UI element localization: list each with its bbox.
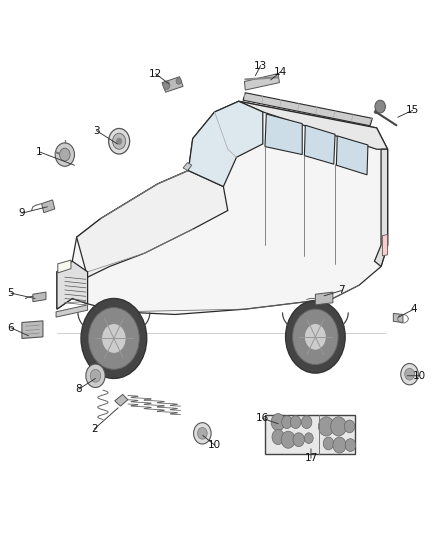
Circle shape (293, 433, 304, 447)
Circle shape (344, 420, 355, 433)
Circle shape (194, 423, 211, 444)
Circle shape (60, 148, 70, 161)
Polygon shape (336, 136, 368, 175)
Circle shape (86, 364, 105, 387)
Circle shape (88, 308, 139, 369)
Circle shape (401, 364, 418, 385)
Circle shape (198, 427, 207, 439)
Circle shape (163, 81, 170, 90)
Text: 10: 10 (208, 440, 221, 450)
Text: 12: 12 (149, 69, 162, 78)
Polygon shape (265, 415, 355, 454)
Text: 9: 9 (18, 208, 25, 218)
Polygon shape (265, 114, 302, 155)
Polygon shape (56, 305, 88, 317)
Text: 8: 8 (75, 384, 82, 394)
Polygon shape (239, 101, 388, 149)
Circle shape (117, 138, 122, 144)
Circle shape (90, 369, 101, 382)
Circle shape (318, 417, 334, 436)
Text: 2: 2 (91, 424, 98, 434)
Polygon shape (393, 313, 403, 322)
Polygon shape (243, 93, 372, 126)
Text: 16: 16 (256, 414, 269, 423)
Circle shape (271, 414, 285, 431)
Polygon shape (57, 101, 388, 314)
Circle shape (405, 368, 414, 380)
Circle shape (272, 430, 284, 445)
Circle shape (323, 437, 334, 450)
Circle shape (113, 133, 126, 149)
Circle shape (81, 298, 147, 378)
Circle shape (304, 324, 326, 350)
Text: 15: 15 (406, 106, 419, 115)
Text: 5: 5 (7, 288, 14, 298)
Circle shape (331, 417, 346, 436)
Polygon shape (58, 260, 71, 273)
Text: 10: 10 (413, 371, 426, 381)
Polygon shape (188, 101, 263, 187)
Text: 13: 13 (254, 61, 267, 70)
Text: 3: 3 (93, 126, 100, 135)
Polygon shape (22, 321, 43, 338)
Polygon shape (244, 74, 279, 90)
Polygon shape (382, 235, 388, 256)
Circle shape (281, 431, 295, 448)
Circle shape (102, 324, 126, 353)
Circle shape (333, 437, 346, 453)
Polygon shape (183, 163, 192, 171)
Circle shape (286, 301, 345, 373)
Text: 1: 1 (36, 147, 43, 157)
Polygon shape (42, 200, 55, 213)
Text: 4: 4 (410, 304, 417, 314)
Text: 7: 7 (338, 286, 345, 295)
Polygon shape (374, 149, 388, 266)
Text: 6: 6 (7, 323, 14, 333)
Circle shape (375, 100, 385, 113)
Circle shape (176, 78, 181, 84)
Polygon shape (315, 292, 333, 305)
Circle shape (109, 128, 130, 154)
Circle shape (55, 143, 74, 166)
Circle shape (282, 416, 292, 429)
Text: 17: 17 (304, 454, 318, 463)
Polygon shape (57, 261, 88, 309)
Polygon shape (77, 171, 228, 277)
Circle shape (345, 439, 356, 451)
Circle shape (301, 416, 312, 429)
Polygon shape (162, 77, 183, 92)
Circle shape (293, 309, 338, 365)
Text: 14: 14 (274, 67, 287, 77)
Polygon shape (304, 125, 335, 164)
Polygon shape (115, 394, 128, 406)
Circle shape (304, 433, 313, 443)
Polygon shape (33, 292, 46, 302)
Circle shape (290, 416, 301, 429)
